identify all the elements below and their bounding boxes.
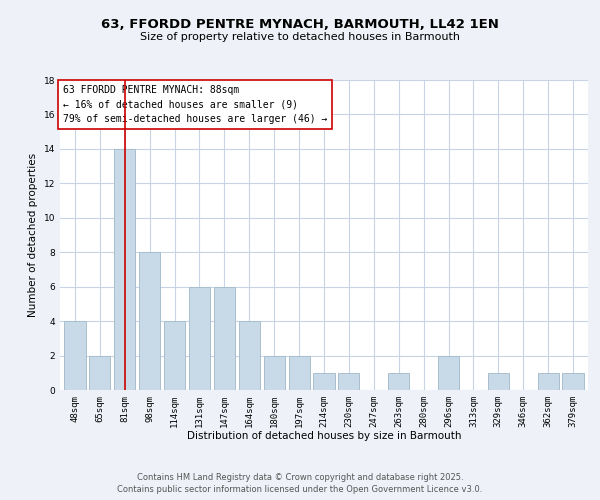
Bar — [289, 356, 310, 390]
X-axis label: Distribution of detached houses by size in Barmouth: Distribution of detached houses by size … — [187, 432, 461, 442]
Bar — [139, 252, 160, 390]
Text: 63, FFORDD PENTRE MYNACH, BARMOUTH, LL42 1EN: 63, FFORDD PENTRE MYNACH, BARMOUTH, LL42… — [101, 18, 499, 30]
Bar — [388, 373, 409, 390]
Text: Size of property relative to detached houses in Barmouth: Size of property relative to detached ho… — [140, 32, 460, 42]
Bar — [488, 373, 509, 390]
Bar — [338, 373, 359, 390]
Bar — [538, 373, 559, 390]
Bar — [64, 321, 86, 390]
Bar — [239, 321, 260, 390]
Bar — [263, 356, 285, 390]
Y-axis label: Number of detached properties: Number of detached properties — [28, 153, 38, 317]
Bar — [114, 149, 136, 390]
Bar — [164, 321, 185, 390]
Bar — [214, 286, 235, 390]
Bar — [438, 356, 459, 390]
Text: Contains HM Land Registry data © Crown copyright and database right 2025.
Contai: Contains HM Land Registry data © Crown c… — [118, 472, 482, 494]
Bar — [189, 286, 210, 390]
Bar — [313, 373, 335, 390]
Bar — [562, 373, 584, 390]
Text: 63 FFORDD PENTRE MYNACH: 88sqm
← 16% of detached houses are smaller (9)
79% of s: 63 FFORDD PENTRE MYNACH: 88sqm ← 16% of … — [62, 84, 327, 124]
Bar — [89, 356, 110, 390]
